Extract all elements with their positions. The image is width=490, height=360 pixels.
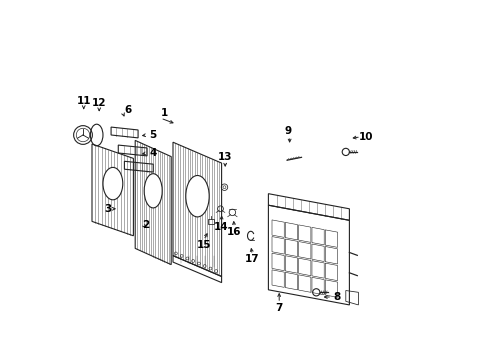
Ellipse shape: [103, 167, 123, 200]
Text: 9: 9: [285, 126, 292, 136]
Text: 17: 17: [245, 254, 260, 264]
Text: 12: 12: [92, 98, 106, 108]
Text: 1: 1: [160, 108, 168, 118]
Text: 13: 13: [218, 152, 232, 162]
Text: 7: 7: [275, 303, 283, 313]
Text: 10: 10: [358, 132, 373, 142]
Text: 8: 8: [333, 292, 341, 302]
Ellipse shape: [186, 175, 209, 217]
Text: 3: 3: [104, 204, 112, 214]
Text: 4: 4: [149, 148, 157, 158]
Text: 11: 11: [76, 96, 91, 106]
Text: 6: 6: [124, 105, 132, 115]
Ellipse shape: [144, 174, 162, 208]
Text: 5: 5: [149, 130, 157, 140]
Text: 14: 14: [214, 222, 229, 232]
Text: 15: 15: [196, 240, 211, 250]
Text: 16: 16: [227, 227, 242, 237]
Text: 2: 2: [143, 220, 149, 230]
